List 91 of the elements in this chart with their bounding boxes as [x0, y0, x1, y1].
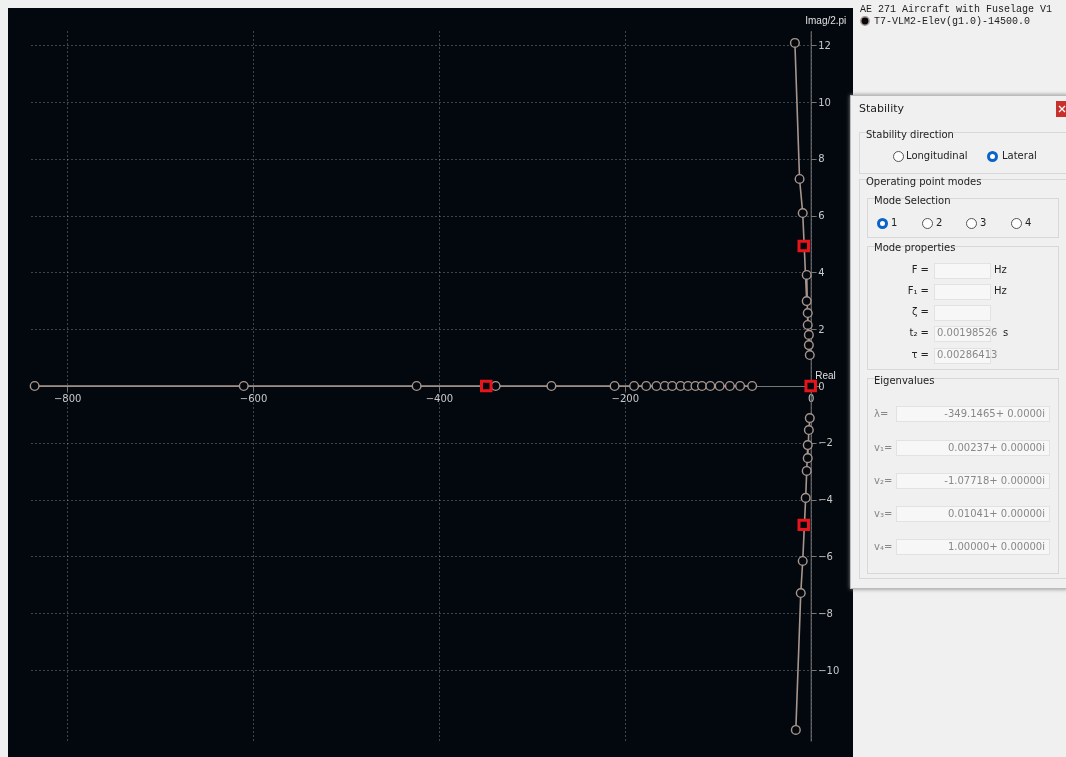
point [794, 173, 805, 184]
text: τ = [911, 349, 929, 361]
point [238, 380, 249, 392]
text: 4 [1025, 217, 1032, 229]
text: v₂= [874, 475, 893, 487]
legend-label: T7-VLM2-Elev(g1.0)-14500.0 [874, 16, 1031, 27]
text: Hz [994, 285, 1007, 297]
text: ζ = [912, 306, 929, 318]
point [609, 380, 620, 392]
point [705, 380, 716, 392]
point [804, 379, 817, 393]
text: 0.00237+ 0.00000i [947, 442, 1045, 454]
point [724, 380, 735, 392]
text: Stability direction [866, 129, 954, 141]
text: Longitudinal [906, 150, 968, 162]
point [803, 425, 814, 436]
point [629, 380, 640, 392]
y-tick-label: 8 [818, 153, 825, 165]
text: 0.01041+ 0.00000i [947, 508, 1045, 520]
point [411, 380, 422, 392]
y-axis-title: Imag/2.pi [805, 14, 847, 26]
y-tick-label: 12 [818, 39, 831, 51]
point [480, 379, 493, 393]
point [802, 319, 813, 330]
point [546, 380, 557, 392]
point [802, 307, 813, 319]
text: Hz [994, 264, 1007, 276]
text: Eigenvalues [874, 375, 935, 387]
y-tick-label: 0 [818, 380, 825, 392]
text: Lateral [1002, 150, 1037, 162]
text: Operating point modes [866, 176, 982, 188]
point [804, 413, 815, 424]
text: Mode Selection [874, 195, 951, 207]
point [800, 492, 811, 503]
point [29, 380, 40, 392]
point [696, 380, 707, 392]
text: F₁ = [907, 285, 929, 297]
text: λ= [874, 408, 889, 420]
y-tick-label: 6 [818, 210, 825, 222]
x-axis-title: Real [815, 369, 836, 381]
text: 0.00286413 [937, 349, 998, 361]
y-tick-label: −8 [818, 607, 833, 619]
point [790, 724, 801, 735]
text: t₂ = [909, 327, 929, 339]
point [747, 380, 758, 392]
point [667, 380, 678, 392]
text: -349.1465+ 0.0000i [944, 408, 1045, 420]
point [795, 588, 806, 599]
point [797, 518, 810, 532]
text: 2 [936, 217, 943, 229]
point [803, 340, 814, 351]
point [789, 37, 800, 48]
text: v₃= [874, 508, 893, 520]
x-tick-label: 0 [808, 392, 815, 404]
x-tick-label: −600 [239, 392, 268, 404]
y-tick-label: 4 [818, 266, 825, 278]
point [797, 239, 810, 253]
point [801, 465, 812, 476]
point [735, 380, 746, 392]
y-tick-label: 10 [818, 96, 831, 108]
point [641, 380, 652, 392]
x-tick-label: −800 [53, 392, 82, 404]
text: 1 [891, 217, 898, 229]
x-tick-label: −400 [425, 392, 454, 404]
point [801, 269, 812, 280]
y-tick-label: −2 [818, 437, 833, 449]
text: Mode properties [874, 242, 956, 254]
text: 1.00000+ 0.00000i [947, 541, 1045, 553]
point [803, 329, 814, 340]
text: 3 [980, 217, 987, 229]
point [651, 380, 662, 392]
text: v₁= [874, 442, 893, 454]
point [801, 296, 812, 307]
y-tick-label: 2 [818, 323, 825, 335]
legend-title: AE 271 Aircraft with Fuselage V1 [860, 4, 1053, 15]
y-tick-label: −4 [818, 494, 833, 506]
text: s [1003, 327, 1009, 339]
point [802, 453, 813, 464]
point [797, 555, 808, 566]
text: F = [911, 264, 929, 276]
text: Stability [859, 102, 905, 115]
x-tick-label: −200 [611, 392, 640, 404]
point [797, 208, 808, 219]
point [804, 350, 815, 361]
y-tick-label: −10 [818, 664, 840, 676]
y-tick-label: −6 [818, 550, 833, 562]
point [714, 380, 725, 392]
text: -1.07718+ 0.00000i [944, 475, 1045, 487]
point [802, 440, 813, 451]
text: v₄= [874, 541, 893, 553]
text: 0.00198526 [937, 327, 998, 339]
